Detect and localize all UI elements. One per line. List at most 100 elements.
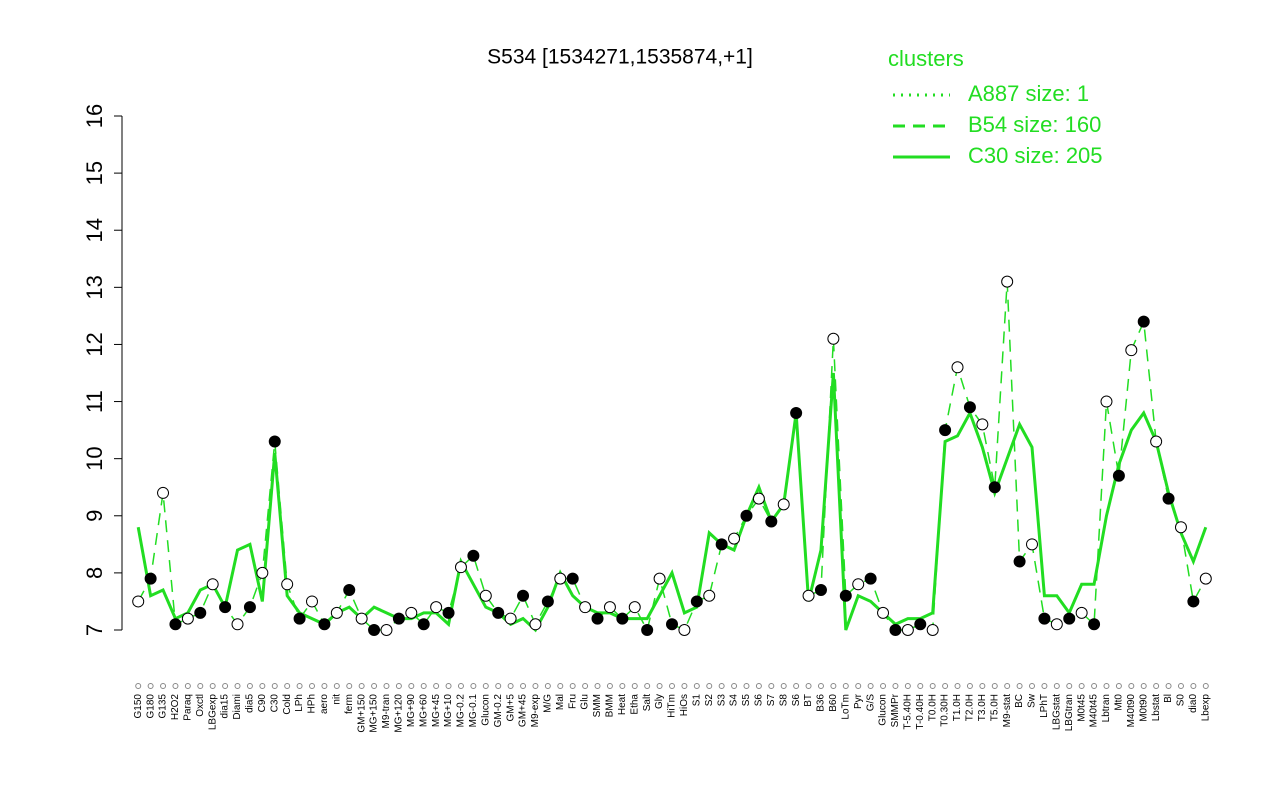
- x-tick-label: S7: [766, 694, 777, 707]
- data-point: [231, 618, 244, 631]
- x-tick-label: LoTm: [840, 694, 851, 720]
- x-tick-label: S5: [741, 694, 752, 707]
- data-point: [194, 606, 207, 619]
- x-tick-label: LPhT: [1039, 694, 1050, 718]
- data-point: [1112, 469, 1125, 482]
- x-tick-label: Paraq: [183, 694, 194, 721]
- x-marker: [867, 683, 874, 689]
- x-marker: [817, 683, 824, 689]
- x-marker: [780, 683, 787, 689]
- x-marker: [246, 683, 253, 689]
- x-marker: [284, 683, 291, 689]
- x-tick-label: M0t45: [1076, 694, 1087, 722]
- x-tick-label: G135: [158, 694, 169, 719]
- x-marker: [507, 683, 514, 689]
- y-tick-label: 14: [82, 218, 107, 242]
- x-marker: [1165, 683, 1172, 689]
- x-marker: [1029, 683, 1035, 689]
- data-point: [914, 618, 927, 631]
- x-marker: [408, 683, 415, 689]
- x-marker: [830, 683, 837, 689]
- x-tick-label: dia5: [245, 694, 256, 713]
- x-tick-label: BMM: [605, 694, 616, 717]
- x-tick-label: Lbstat: [1151, 694, 1162, 721]
- data-point: [529, 618, 542, 631]
- x-marker: [904, 683, 911, 689]
- data-point: [243, 601, 256, 614]
- data-point: [939, 424, 952, 437]
- x-tick-label: SMM: [592, 694, 603, 717]
- x-marker: [1053, 683, 1060, 689]
- legend-label: B54 size: 160: [968, 112, 1101, 137]
- data-point: [380, 624, 393, 636]
- y-tick-label: 12: [82, 332, 107, 356]
- x-marker: [309, 683, 315, 689]
- x-tick-label: dia0: [1188, 694, 1199, 713]
- x-marker: [1190, 683, 1197, 689]
- data-point: [976, 418, 989, 431]
- data-point: [926, 624, 939, 636]
- data-point: [1038, 612, 1051, 625]
- legend-title: clusters: [888, 46, 964, 71]
- x-marker: [557, 683, 564, 689]
- x-marker: [706, 683, 713, 689]
- x-marker: [520, 683, 527, 689]
- x-tick-label: MG+10: [443, 694, 454, 728]
- x-tick-label: Pyr: [853, 693, 864, 709]
- x-tick-label: MG+150: [369, 694, 380, 733]
- x-marker: [197, 683, 204, 689]
- data-point: [1150, 435, 1163, 448]
- data-point: [678, 624, 691, 636]
- data-point: [343, 584, 356, 597]
- x-marker: [755, 683, 762, 689]
- data-point: [653, 572, 666, 585]
- data-point: [293, 612, 306, 625]
- x-marker: [457, 683, 464, 689]
- x-marker: [495, 683, 502, 689]
- x-marker: [259, 683, 266, 689]
- x-marker: [669, 683, 675, 689]
- x-tick-label: Diami: [232, 694, 243, 720]
- x-tick-label: Heat: [617, 694, 628, 715]
- x-tick-label: T0.0H: [927, 694, 938, 721]
- data-point: [591, 612, 604, 625]
- x-tick-label: M9-exp: [530, 694, 541, 728]
- x-tick-label: B60: [828, 694, 839, 712]
- x-marker: [135, 683, 142, 689]
- data-point: [988, 481, 1001, 494]
- x-marker: [606, 683, 613, 689]
- data-point: [504, 612, 517, 625]
- data-point: [330, 606, 343, 619]
- x-marker: [172, 683, 179, 689]
- x-marker: [395, 683, 402, 689]
- data-point: [703, 589, 716, 602]
- x-tick-label: HPh: [307, 694, 318, 713]
- y-tick-label: 15: [82, 161, 107, 185]
- x-marker: [954, 683, 961, 689]
- data-point: [889, 624, 902, 636]
- data-point: [1088, 618, 1101, 631]
- x-marker: [532, 683, 539, 689]
- x-marker: [470, 683, 477, 689]
- data-point: [268, 435, 281, 448]
- data-point: [1187, 595, 1200, 608]
- x-tick-label: aero: [319, 694, 330, 714]
- x-marker: [222, 683, 229, 689]
- x-tick-label: GM+5: [505, 694, 516, 722]
- x-marker: [1202, 683, 1209, 689]
- data-point: [579, 601, 592, 614]
- x-marker: [656, 683, 663, 689]
- y-tick-label: 16: [82, 104, 107, 128]
- x-marker: [160, 683, 167, 689]
- x-tick-label: MG-0.1: [468, 694, 479, 728]
- data-point: [219, 601, 232, 614]
- x-marker: [842, 683, 849, 689]
- x-tick-label: S2: [704, 694, 715, 707]
- data-point: [666, 618, 678, 631]
- x-tick-label: S1: [691, 694, 702, 707]
- x-tick-label: T1.0H: [952, 694, 963, 721]
- x-tick-label: Lbtran: [1101, 694, 1112, 722]
- data-point: [467, 549, 480, 562]
- x-tick-label: Bl: [1163, 694, 1174, 703]
